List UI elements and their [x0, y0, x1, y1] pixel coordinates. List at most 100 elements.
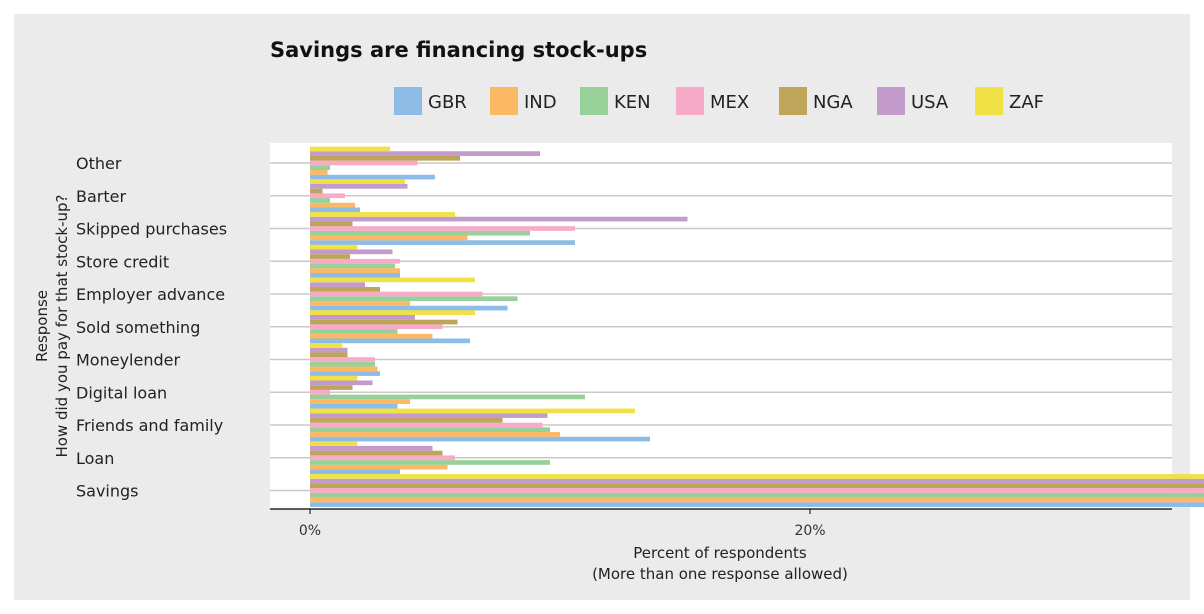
- bar-ken-0: [310, 165, 330, 171]
- x-axis-title-line1: Percent of respondents: [633, 544, 807, 562]
- bar-zaf-9: [310, 441, 358, 446]
- category-label: Other: [76, 154, 122, 173]
- bar-zaf-1: [310, 179, 405, 184]
- legend-swatch-mex: [676, 87, 704, 115]
- bar-zaf-8: [310, 408, 635, 414]
- bar-nga-9: [310, 450, 443, 456]
- legend-swatch-usa: [877, 87, 905, 115]
- bar-mex-7: [310, 389, 330, 395]
- bar-ken-9: [310, 460, 550, 465]
- bar-nga-2: [310, 221, 353, 227]
- category-label: Moneylender: [76, 351, 180, 370]
- bar-usa-0: [310, 151, 540, 156]
- x-ticks: 0%20%40%60%: [299, 509, 826, 539]
- bar-gbr-5: [310, 338, 470, 344]
- category-label: Digital loan: [76, 383, 167, 402]
- bar-zaf-7: [310, 375, 358, 381]
- category-label: Skipped purchases: [76, 220, 227, 239]
- category-label: Friends and family: [76, 416, 223, 435]
- chart-title: Savings are financing stock-ups: [270, 38, 647, 62]
- bar-mex-0: [310, 160, 418, 166]
- bar-ind-2: [310, 235, 468, 241]
- bar-ind-3: [310, 268, 400, 273]
- bar-ken-3: [310, 263, 395, 269]
- legend-label-gbr: GBR: [428, 92, 467, 113]
- bar-usa-4: [310, 282, 365, 287]
- bar-zaf-4: [310, 277, 475, 283]
- bar-zaf-6: [310, 343, 343, 348]
- bar-ind-9: [310, 464, 448, 470]
- legend-swatch-zaf: [975, 87, 1003, 115]
- bar-mex-8: [310, 422, 543, 428]
- bar-mex-3: [310, 258, 400, 264]
- bar-usa-1: [310, 184, 408, 189]
- bar-ken-10: [310, 492, 1204, 498]
- bar-nga-8: [310, 417, 503, 423]
- bar-ken-8: [310, 427, 550, 433]
- bar-ind-8: [310, 432, 560, 437]
- x-axis-title-line2: (More than one response allowed): [592, 565, 848, 583]
- bar-ind-0: [310, 170, 328, 175]
- bar-usa-7: [310, 380, 373, 386]
- bar-nga-1: [310, 188, 323, 194]
- bar-usa-10: [310, 478, 1204, 484]
- bar-mex-5: [310, 324, 443, 330]
- bar-mex-2: [310, 226, 575, 231]
- bar-usa-9: [310, 446, 433, 451]
- bar-ken-7: [310, 394, 585, 400]
- bar-nga-7: [310, 385, 353, 390]
- bar-nga-0: [310, 155, 460, 161]
- bar-mex-9: [310, 455, 455, 461]
- bar-gbr-6: [310, 371, 380, 376]
- bar-gbr-4: [310, 305, 508, 311]
- bar-usa-5: [310, 315, 415, 320]
- bar-ken-5: [310, 329, 398, 334]
- legend-swatch-gbr: [394, 87, 422, 115]
- bar-usa-2: [310, 216, 688, 222]
- bar-nga-10: [310, 483, 1204, 489]
- bar-ind-6: [310, 366, 378, 372]
- bar-ind-10: [310, 497, 1204, 503]
- bar-zaf-10: [310, 474, 1204, 479]
- bar-ind-1: [310, 202, 355, 208]
- bar-mex-1: [310, 193, 345, 199]
- legend-swatch-ken: [580, 87, 608, 115]
- bar-gbr-9: [310, 469, 400, 475]
- bar-ken-6: [310, 361, 375, 367]
- x-tick-label: 0%: [299, 523, 321, 539]
- category-label: Store credit: [76, 252, 169, 271]
- bar-zaf-3: [310, 244, 358, 250]
- bar-nga-3: [310, 254, 350, 259]
- bar-mex-4: [310, 291, 483, 297]
- bar-nga-4: [310, 286, 380, 292]
- bar-ken-4: [310, 296, 518, 302]
- y-axis-title-line1: Response: [33, 290, 51, 362]
- bar-zaf-5: [310, 310, 475, 315]
- bar-zaf-0: [310, 146, 390, 152]
- bar-gbr-7: [310, 404, 398, 409]
- category-label: Savings: [76, 482, 139, 501]
- legend-label-ken: KEN: [614, 92, 651, 113]
- bar-usa-3: [310, 249, 393, 255]
- category-label: Sold something: [76, 318, 200, 337]
- bar-gbr-8: [310, 436, 650, 442]
- bar-ken-1: [310, 198, 330, 203]
- legend-label-usa: USA: [911, 92, 949, 113]
- bar-mex-10: [310, 488, 1204, 493]
- legend-label-nga: NGA: [813, 92, 853, 113]
- bar-ind-7: [310, 399, 410, 404]
- bar-ind-4: [310, 301, 410, 306]
- bar-ken-2: [310, 230, 530, 236]
- legend: GBR IND KEN MEX NGA USA ZAF: [394, 87, 1044, 115]
- bar-gbr-0: [310, 174, 435, 180]
- bar-zaf-2: [310, 212, 455, 217]
- bar-gbr-2: [310, 240, 575, 245]
- legend-swatch-nga: [779, 87, 807, 115]
- category-label: Loan: [76, 449, 114, 468]
- bar-usa-6: [310, 347, 348, 353]
- bar-nga-5: [310, 319, 458, 325]
- bar-ind-5: [310, 333, 433, 339]
- category-labels: Other Barter Skipped purchases Store credit…: [76, 154, 227, 501]
- legend-label-mex: MEX: [710, 92, 749, 113]
